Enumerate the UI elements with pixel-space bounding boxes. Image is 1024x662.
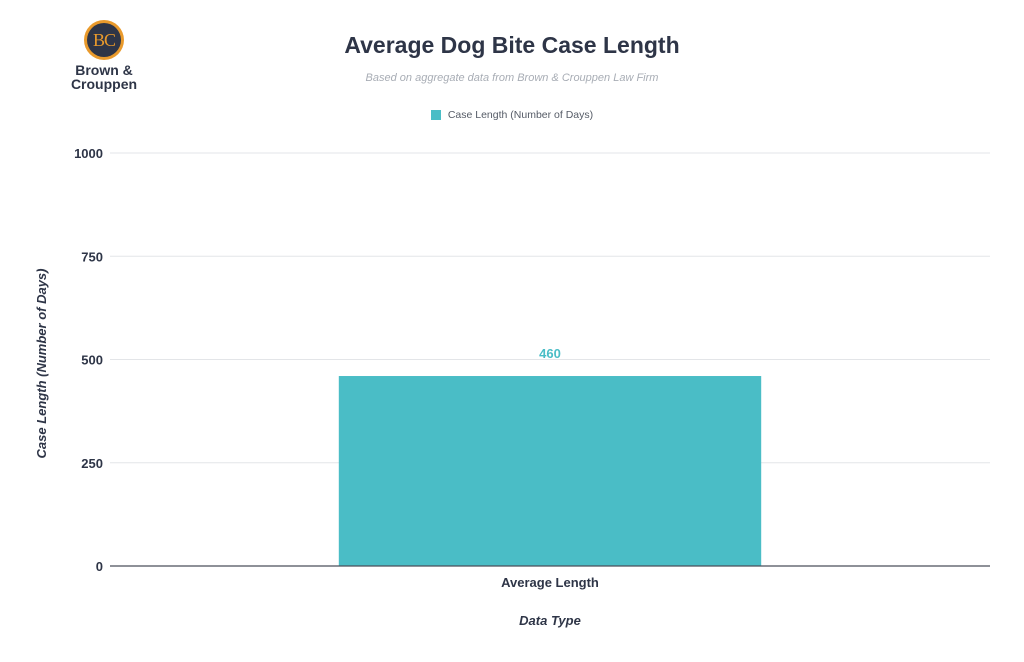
logo-badge-icon: BC bbox=[84, 20, 124, 60]
legend-label: Case Length (Number of Days) bbox=[447, 109, 594, 121]
y-tick-label: 0 bbox=[96, 559, 103, 574]
x-tick-label: Average Length bbox=[501, 575, 599, 590]
legend-swatch bbox=[430, 110, 441, 120]
bar-average-length bbox=[338, 376, 762, 566]
logo-name-line1: Brown & bbox=[75, 62, 133, 78]
brand-logo: BC Brown & Crouppen bbox=[62, 20, 146, 91]
chart-title: Average Dog Bite Case Length bbox=[344, 32, 680, 58]
y-axis-title: Case Length (Number of Days) bbox=[34, 269, 49, 459]
y-tick-label: 250 bbox=[81, 456, 103, 471]
y-axis-ticks: 0 250 500 750 1000 bbox=[74, 146, 103, 574]
chart-subtitle: Based on aggregate data from Brown & Cro… bbox=[365, 72, 659, 84]
y-tick-label: 750 bbox=[81, 249, 103, 264]
chart-legend: Case Length (Number of Days) bbox=[0, 109, 1024, 121]
x-axis-ticks: Average Length bbox=[501, 575, 599, 590]
logo-name-line2: Crouppen bbox=[70, 76, 138, 92]
x-axis-title: Data Type bbox=[519, 613, 581, 628]
bars: 460 bbox=[338, 346, 762, 566]
logo-monogram: BC bbox=[87, 23, 121, 57]
bar-data-label: 460 bbox=[539, 346, 561, 361]
y-tick-label: 1000 bbox=[74, 146, 103, 161]
y-tick-label: 500 bbox=[81, 353, 103, 368]
